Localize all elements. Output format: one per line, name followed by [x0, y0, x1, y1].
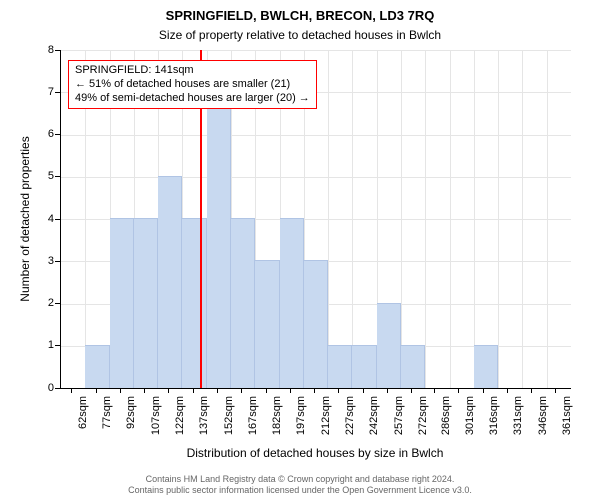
x-tick-stub — [338, 388, 339, 393]
gridline-v — [547, 50, 548, 388]
gridline-v — [498, 50, 499, 388]
page-subtitle: Size of property relative to detached ho… — [0, 28, 600, 42]
gridline-v — [474, 50, 475, 388]
x-tick-stub — [483, 388, 484, 393]
x-tick-label: 152sqm — [223, 396, 235, 446]
x-tick-label: 212sqm — [320, 396, 332, 446]
histogram-bar — [207, 91, 231, 388]
x-tick-label: 197sqm — [295, 396, 307, 446]
histogram-bar — [328, 345, 352, 388]
footer-attribution: Contains HM Land Registry data © Crown c… — [0, 474, 600, 496]
x-tick-label: 122sqm — [174, 396, 186, 446]
y-tick-label: 8 — [24, 44, 54, 56]
histogram-bar — [85, 345, 109, 388]
annotation-line: SPRINGFIELD: 141sqm — [75, 64, 310, 78]
annotation-line: 49% of semi-detached houses are larger (… — [75, 92, 310, 106]
y-tick-label: 2 — [24, 297, 54, 309]
gridline-h — [61, 50, 571, 51]
x-tick-stub — [434, 388, 435, 393]
histogram-bar — [377, 303, 401, 389]
x-axis-label: Distribution of detached houses by size … — [60, 446, 570, 460]
histogram-bar — [158, 176, 182, 388]
gridline-v — [401, 50, 402, 388]
histogram-bar — [280, 218, 304, 388]
x-tick-label: 257sqm — [393, 396, 405, 446]
y-tick-label: 7 — [24, 86, 54, 98]
gridline-v — [522, 50, 523, 388]
x-tick-label: 316sqm — [488, 396, 500, 446]
histogram-bar — [182, 218, 206, 388]
x-tick-stub — [193, 388, 194, 393]
x-tick-stub — [314, 388, 315, 393]
x-tick-label: 62sqm — [77, 396, 89, 446]
x-tick-stub — [458, 388, 459, 393]
x-tick-stub — [290, 388, 291, 393]
gridline-v — [352, 50, 353, 388]
x-tick-label: 137sqm — [198, 396, 210, 446]
y-tick-label: 4 — [24, 213, 54, 225]
y-tick-label: 5 — [24, 170, 54, 182]
x-tick-stub — [266, 388, 267, 393]
x-tick-label: 331sqm — [512, 396, 524, 446]
x-tick-stub — [411, 388, 412, 393]
gridline-h — [61, 177, 571, 178]
x-tick-stub — [120, 388, 121, 393]
gridline-v — [328, 50, 329, 388]
footer-line: Contains public sector information licen… — [0, 485, 600, 496]
x-tick-label: 182sqm — [271, 396, 283, 446]
histogram-bar — [134, 218, 158, 388]
histogram-bar — [110, 218, 134, 388]
property-annotation: SPRINGFIELD: 141sqm← 51% of detached hou… — [68, 60, 317, 109]
x-tick-label: 286sqm — [440, 396, 452, 446]
x-tick-label: 107sqm — [150, 396, 162, 446]
x-tick-label: 346sqm — [537, 396, 549, 446]
x-tick-stub — [96, 388, 97, 393]
y-tick-label: 0 — [24, 382, 54, 394]
histogram-bar — [401, 345, 425, 388]
histogram-bar — [352, 345, 376, 388]
histogram-bar — [255, 260, 279, 388]
x-tick-label: 361sqm — [561, 396, 573, 446]
x-tick-stub — [387, 388, 388, 393]
x-tick-stub — [363, 388, 364, 393]
histogram-bar — [304, 260, 328, 388]
x-tick-label: 301sqm — [464, 396, 476, 446]
x-tick-label: 92sqm — [125, 396, 137, 446]
x-tick-stub — [71, 388, 72, 393]
y-tick-label: 3 — [24, 255, 54, 267]
y-tick-label: 6 — [24, 128, 54, 140]
page-title: SPRINGFIELD, BWLCH, BRECON, LD3 7RQ — [0, 8, 600, 23]
x-tick-label: 227sqm — [344, 396, 356, 446]
histogram-bar — [231, 218, 255, 388]
x-tick-stub — [217, 388, 218, 393]
footer-line: Contains HM Land Registry data © Crown c… — [0, 474, 600, 485]
x-tick-label: 167sqm — [247, 396, 259, 446]
x-tick-stub — [168, 388, 169, 393]
annotation-line: ← 51% of detached houses are smaller (21… — [75, 78, 310, 92]
x-tick-label: 242sqm — [368, 396, 380, 446]
gridline-v — [450, 50, 451, 388]
x-tick-stub — [555, 388, 556, 393]
x-tick-stub — [507, 388, 508, 393]
histogram-bar — [474, 345, 498, 388]
y-tick-label: 1 — [24, 339, 54, 351]
x-tick-stub — [144, 388, 145, 393]
x-tick-label: 77sqm — [101, 396, 113, 446]
x-tick-stub — [531, 388, 532, 393]
x-tick-label: 272sqm — [417, 396, 429, 446]
x-tick-stub — [241, 388, 242, 393]
gridline-v — [425, 50, 426, 388]
gridline-h — [61, 135, 571, 136]
